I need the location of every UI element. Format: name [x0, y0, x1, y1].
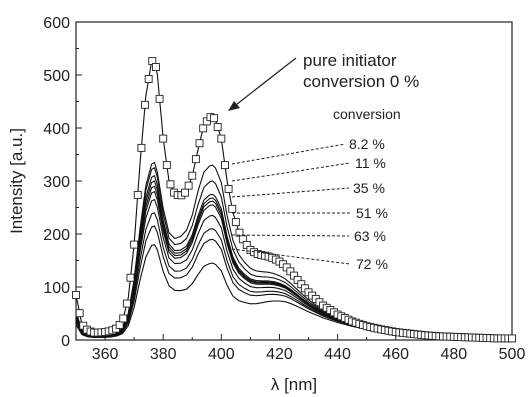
x-tick-label: 460 — [382, 346, 409, 363]
pure-initiator-marker — [122, 299, 131, 308]
x-tick-label: 420 — [266, 346, 293, 363]
y-axis-title: Intensity [a.u.] — [7, 128, 26, 234]
pure-initiator-marker — [126, 273, 135, 282]
pure-initiator-marker — [75, 309, 84, 318]
pure-initiator-marker — [191, 155, 200, 164]
pure-initiator-marker — [195, 139, 204, 148]
pure-initiator-marker — [210, 114, 219, 123]
pure-initiator-marker — [72, 291, 80, 299]
pure-initiator-marker — [224, 184, 233, 193]
x-tick-label: 380 — [150, 346, 177, 363]
conversion-label: 63 % — [354, 228, 386, 244]
x-tick-label: 480 — [441, 346, 468, 363]
pure-initiator-marker — [162, 161, 171, 170]
y-tick-label: 300 — [43, 174, 70, 191]
pure-initiator-marker — [181, 188, 189, 197]
conversion-leader-line — [231, 248, 351, 265]
pure-initiator-marker — [130, 240, 139, 249]
pure-initiator-marker — [213, 123, 222, 131]
pure-initiator-arrow-line — [231, 57, 297, 109]
x-tick-label: 440 — [324, 346, 351, 363]
pure-initiator-marker — [115, 320, 124, 329]
y-tick-label: 400 — [43, 121, 70, 138]
pure-initiator-label-line1: pure initiator — [303, 51, 397, 70]
pure-initiator-marker — [144, 75, 153, 83]
axes: 360 380 400 420 440 460 480 500 0 100 200 300 400 500… — [43, 15, 525, 363]
conversion-leader-line — [231, 162, 351, 182]
conversion-leader-line — [231, 187, 350, 198]
pure-initiator-marker — [159, 134, 168, 143]
arrow-head-icon — [228, 101, 240, 111]
annotations: pure initiator conversion 0 % conversion… — [228, 51, 419, 272]
y-tick-label: 0 — [61, 333, 70, 350]
x-tick-label: 400 — [208, 346, 235, 363]
pure-initiator-marker — [151, 63, 160, 71]
pure-initiator-marker — [217, 134, 226, 143]
pure-initiator-marker — [119, 314, 128, 323]
x-axis-title: λ [nm] — [271, 375, 317, 394]
pure-initiator-markers — [72, 57, 516, 343]
pure-initiator-marker — [221, 161, 229, 170]
x-tick-label: 500 — [499, 346, 526, 363]
pure-initiator-marker — [199, 124, 208, 133]
pure-initiator-marker — [188, 171, 197, 180]
conversion-leader-line — [231, 143, 346, 165]
pure-initiator-marker — [133, 190, 142, 199]
pure-initiator-marker — [228, 204, 237, 213]
y-tick-label: 500 — [43, 68, 70, 85]
conversion-label: 51 % — [356, 205, 388, 221]
pure-initiator-marker — [166, 180, 175, 189]
pure-initiator-marker — [155, 94, 164, 103]
conversion-label: 35 % — [353, 180, 385, 196]
pure-initiator-marker — [137, 143, 146, 152]
conversion-label: 72 % — [356, 256, 388, 272]
pure-initiator-marker — [231, 218, 240, 227]
pure-initiator-marker — [508, 334, 516, 343]
y-tick-label: 100 — [43, 280, 70, 297]
conversion-curve — [75, 190, 512, 340]
conversion-leader-line — [231, 234, 350, 237]
pure-initiator-marker — [184, 181, 193, 190]
y-tick-label: 200 — [43, 227, 70, 244]
conversion-label: 8.2 % — [349, 136, 385, 152]
conversion-header: conversion — [333, 106, 401, 122]
x-tick-label: 360 — [92, 346, 119, 363]
pure-initiator-label-line2: conversion 0 % — [303, 72, 419, 91]
pure-initiator-marker — [141, 100, 149, 109]
conversion-label: 11 % — [355, 155, 386, 171]
y-tick-label: 600 — [43, 15, 70, 32]
